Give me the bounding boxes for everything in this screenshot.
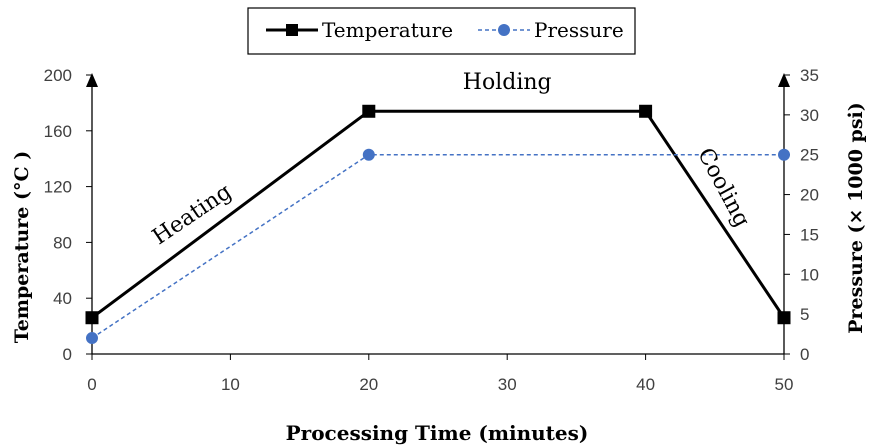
legend-temperature-label: Temperature xyxy=(322,18,453,42)
data-point-temperature xyxy=(639,104,653,118)
x-tick-label: 40 xyxy=(636,375,655,394)
series-layer xyxy=(85,104,791,345)
y-right-tick-label: 5 xyxy=(800,305,809,324)
x-tick-label: 10 xyxy=(221,375,240,394)
y-right-tick-label: 10 xyxy=(800,265,819,284)
y-right-tick-label: 0 xyxy=(800,345,809,364)
y-right-tick-label: 25 xyxy=(800,146,819,165)
legend-pressure-label: Pressure xyxy=(534,18,624,42)
y-left-tick-label: 0 xyxy=(63,345,72,364)
y-right-axis-arrow xyxy=(778,73,790,87)
data-point-temperature xyxy=(362,104,376,118)
x-tick-label: 30 xyxy=(498,375,517,394)
y-right-tick-label: 15 xyxy=(800,225,819,244)
annotation-layer: Heating Holding Cooling xyxy=(148,70,754,250)
axes: 0 10 20 30 40 50 0 40 80 120 160 200 0 5 10 15 20 25 30 35 xyxy=(44,66,819,394)
data-point-temperature xyxy=(777,311,791,325)
annotation-cooling: Cooling xyxy=(692,144,754,231)
legend-temperature-marker xyxy=(286,24,298,36)
legend: Temperature Pressure xyxy=(247,7,636,55)
y-right-axis-title: Pressure (× 1000 psi) xyxy=(845,102,867,334)
y-left-tick-label: 120 xyxy=(44,178,72,197)
series-line-temperature xyxy=(91,109,786,319)
data-point-temperature xyxy=(85,311,99,325)
y-left-tick-label: 200 xyxy=(44,66,72,85)
data-point-pressure xyxy=(86,332,98,345)
y-left-axis-arrow xyxy=(86,73,98,87)
y-left-tick-label: 40 xyxy=(53,289,72,308)
x-axis-title: Processing Time (minutes) xyxy=(286,421,589,445)
data-point-pressure xyxy=(362,148,375,161)
y-left-tick-label: 160 xyxy=(44,122,72,141)
annotation-heating: Heating xyxy=(148,179,236,250)
x-tick-label: 50 xyxy=(775,375,794,394)
y-right-tick-label: 30 xyxy=(800,106,819,125)
y-left-axis-title: Temperature (°C ) xyxy=(11,151,33,343)
x-tick-label: 0 xyxy=(87,375,96,394)
y-left-tick-label: 80 xyxy=(53,233,72,252)
data-point-pressure xyxy=(778,148,790,161)
y-right-tick-label: 35 xyxy=(800,66,819,85)
legend-pressure-marker xyxy=(498,24,510,36)
x-tick-label: 20 xyxy=(359,375,378,394)
annotation-holding: Holding xyxy=(463,70,552,95)
y-right-tick-label: 20 xyxy=(800,186,819,205)
series-line-pressure xyxy=(91,153,784,339)
